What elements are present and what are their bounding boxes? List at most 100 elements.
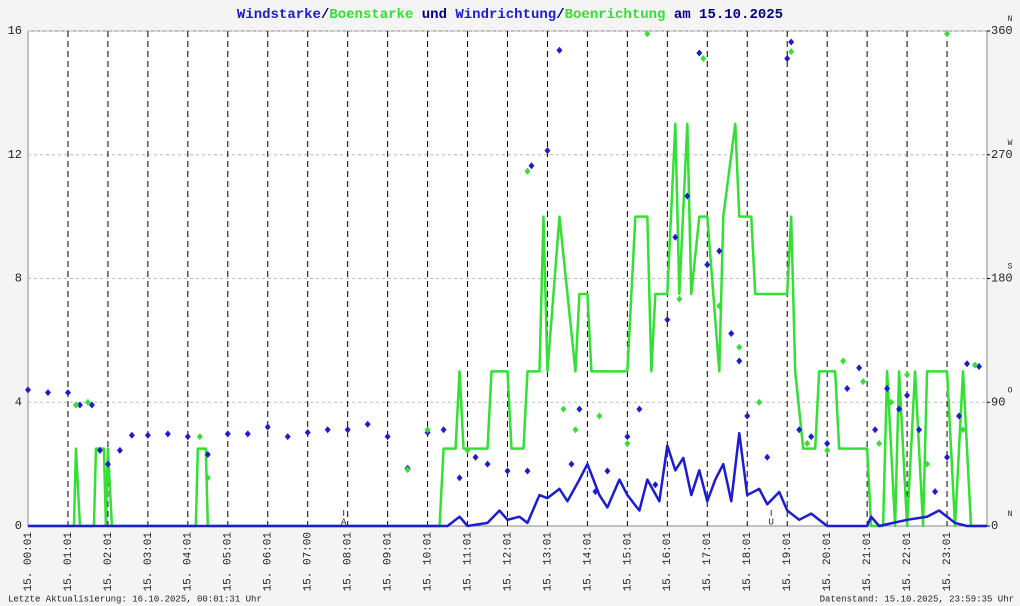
x-tick-label: 15. 18:01 [742, 532, 754, 592]
y2-tick-label: 270 [991, 148, 1013, 162]
y2-tick-label: 360 [991, 24, 1013, 38]
title-part: am 15.10.2025 [665, 7, 783, 23]
direction-point [204, 451, 211, 458]
direction-point [456, 474, 463, 482]
direction-point [76, 401, 83, 409]
x-tick-label: 15. 22:01 [902, 532, 914, 592]
y2-compass-label: O [1008, 386, 1013, 395]
direction-point [592, 488, 599, 496]
direction-point [728, 330, 735, 337]
x-tick-label: 15. 05:01 [223, 532, 235, 592]
y-tick-label: 4 [15, 395, 22, 409]
title-part: / [556, 7, 564, 23]
direction-point [736, 343, 743, 351]
direction-point [916, 426, 923, 434]
direction-point [604, 467, 611, 475]
title-part: Boenrichtung [565, 7, 666, 23]
direction-point [972, 361, 979, 369]
direction-point [304, 429, 311, 436]
y2-compass-label: N [1008, 15, 1013, 24]
title-part: Windrichtung [455, 7, 556, 23]
direction-point [716, 302, 723, 310]
direction-point [596, 412, 603, 420]
x-tick-label: 15. 21:01 [862, 532, 874, 592]
x-tick-label: 15. 08:01 [343, 532, 355, 592]
y-tick-label: 16 [8, 24, 22, 38]
direction-point [804, 440, 811, 447]
direction-point [924, 460, 931, 468]
y2-tick-label: 180 [991, 272, 1013, 286]
x-tick-label: 15. 15:01 [622, 532, 634, 592]
direction-point [244, 430, 251, 438]
direction-point [884, 385, 891, 392]
direction-point [960, 426, 967, 434]
direction-point [664, 316, 671, 324]
y2-tick-label: 0 [991, 519, 998, 533]
direction-point [904, 391, 911, 399]
direction-point [104, 460, 111, 468]
direction-point [756, 398, 763, 406]
direction-point [524, 467, 531, 475]
direction-point [72, 401, 79, 409]
direction-point [64, 389, 71, 397]
title-part: Windstarke [237, 7, 321, 23]
direction-point [684, 192, 691, 200]
x-tick-label: 15. 06:01 [263, 532, 275, 592]
direction-point [944, 453, 951, 461]
direction-point [808, 433, 815, 441]
x-tick-label: 15. 09:01 [383, 532, 395, 592]
direction-point [472, 453, 479, 461]
direction-point [384, 433, 391, 441]
direction-point [872, 426, 879, 434]
direction-point [84, 398, 91, 406]
direction-point [624, 440, 631, 447]
footer-right: Datenstand: 15.10.2025, 23:59:35 Uhr [820, 594, 1014, 604]
x-tick-label: 15. 20:01 [822, 532, 834, 592]
x-tick-label: 15. 00:01 [23, 532, 35, 592]
direction-point [888, 398, 895, 406]
direction-point [96, 446, 103, 454]
x-tick-label: 15. 04:01 [183, 532, 195, 592]
direction-point [672, 233, 679, 241]
direction-point [956, 412, 963, 420]
y-tick-label: 8 [15, 272, 22, 286]
direction-point [860, 378, 867, 386]
direction-point [932, 488, 939, 496]
direction-point [744, 412, 751, 420]
x-tick-label: 15. 01:01 [63, 532, 75, 592]
direction-point [764, 453, 771, 461]
y2-tick-label: 90 [991, 395, 1005, 409]
direction-point [944, 30, 951, 38]
direction-point [964, 360, 971, 368]
x-tick-label: 15. 02:01 [103, 532, 115, 592]
y-tick-label: 12 [8, 148, 22, 162]
y2-compass-label: S [1008, 263, 1013, 272]
direction-point [840, 357, 847, 365]
direction-point [576, 405, 583, 413]
x-tick-label: 15. 11:01 [462, 532, 474, 592]
direction-point [784, 55, 791, 62]
direction-point [88, 401, 95, 409]
direction-point [184, 433, 191, 441]
direction-point [896, 405, 903, 413]
direction-point [844, 385, 851, 392]
direction-point [404, 466, 411, 474]
direction-point [528, 162, 535, 170]
y2-compass-label: W [1008, 139, 1013, 148]
x-tick-label: 15. 03:01 [143, 532, 155, 592]
direction-point [736, 357, 743, 365]
x-tick-label: 15. 19:01 [782, 532, 794, 592]
x-tick-label: 15. 17:01 [702, 532, 714, 592]
direction-point [104, 467, 111, 475]
direction-point [636, 405, 643, 413]
direction-point [560, 405, 567, 413]
y2-compass-label: N [1008, 510, 1013, 519]
x-tick-label: 15. 12:01 [502, 532, 514, 592]
direction-point [440, 426, 447, 434]
direction-point [796, 426, 803, 434]
direction-point [824, 440, 831, 447]
direction-point [676, 295, 683, 303]
direction-point [128, 431, 135, 439]
direction-point [904, 371, 911, 379]
direction-point [544, 147, 551, 155]
